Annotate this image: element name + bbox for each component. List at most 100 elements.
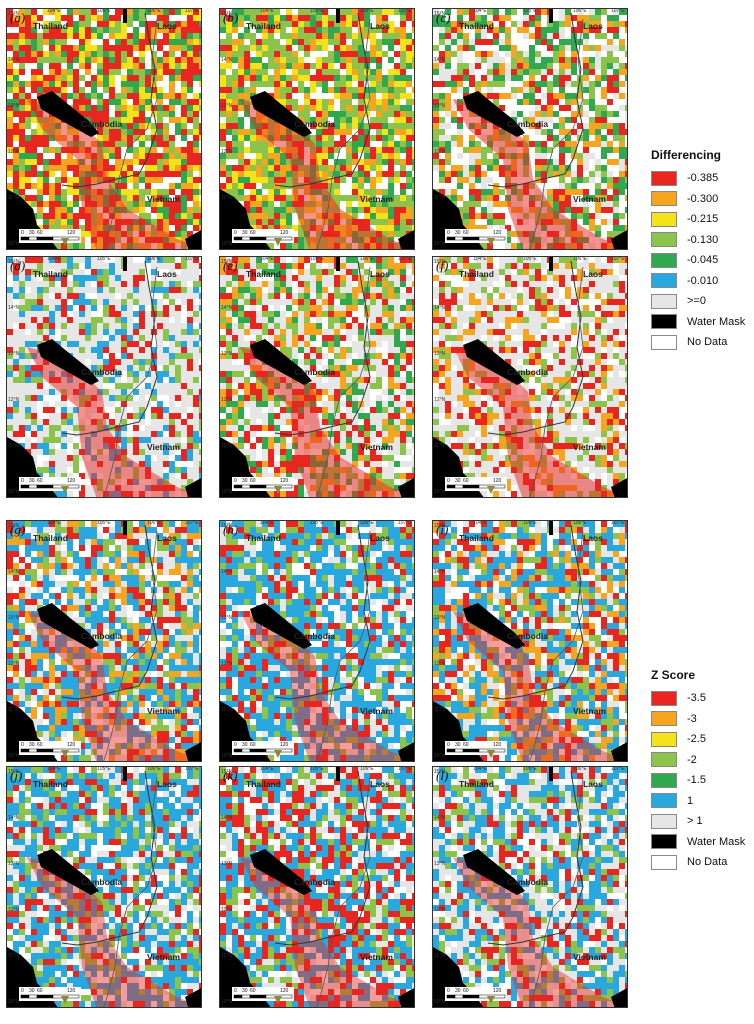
legend-swatch: [651, 232, 677, 248]
country-label-thailand: Thailand: [459, 533, 494, 543]
scale-tick: 120: [67, 478, 76, 484]
country-label-laos: Laos: [583, 533, 603, 543]
scale-tick: 0: [234, 988, 237, 994]
legend-item: -0.215: [651, 209, 745, 230]
legend-item: >=0: [651, 291, 745, 312]
scale-tick: 60: [463, 230, 469, 236]
map-raster: [433, 257, 627, 497]
country-label-thailand: Thailand: [33, 779, 68, 789]
scale-tick: 0: [21, 988, 24, 994]
longitude-tick: 104°E: [47, 520, 61, 526]
longitude-tick: 106°E: [573, 766, 587, 772]
latitude-tick: 10°N: [8, 753, 20, 759]
scale-bar: 0 30 60 120: [445, 987, 507, 1001]
latitude-tick: 15°N: [221, 523, 233, 529]
longitude-tick: 106°E: [360, 8, 374, 14]
longitude-tick: 104°E: [260, 256, 274, 262]
longitude-tick: 107°E: [398, 256, 412, 262]
legend-swatch: [651, 314, 677, 330]
country-label-vietnam: Vietnam: [573, 952, 606, 962]
latitude-tick: 11°N: [8, 953, 19, 959]
scale-tick: 0: [447, 988, 450, 994]
legend-title: Differencing: [651, 148, 722, 162]
longitude-tick: 104°E: [473, 766, 487, 772]
country-label-thailand: Thailand: [33, 533, 68, 543]
latitude-tick: 10°N: [434, 489, 446, 495]
scale-bar: 0 30 60 120: [232, 741, 294, 755]
scale-tick: 60: [37, 478, 43, 484]
country-label-vietnam: Vietnam: [360, 706, 393, 716]
map-panel: (g) Thailand Laos Cambodia Vietnam 104°E 105°E…: [6, 520, 202, 762]
scale-tick: 120: [280, 988, 289, 994]
scale-bar: 0 30 60 120: [445, 477, 507, 491]
longitude-tick: 104°E: [260, 766, 274, 772]
legend-item: -0.010: [651, 271, 745, 292]
legend-swatch: [651, 731, 677, 747]
latitude-tick: 10°N: [434, 999, 446, 1005]
country-label-vietnam: Vietnam: [147, 706, 180, 716]
longitude-tick: 107°E: [611, 8, 625, 14]
latitude-tick: 14°N: [8, 57, 20, 63]
north-arrow-icon: [274, 996, 282, 1004]
latitude-tick: 15°N: [221, 769, 233, 775]
scale-tick: 120: [493, 988, 502, 994]
scale-tick: 60: [250, 988, 256, 994]
legend-item: 1: [651, 791, 745, 812]
legend-item: -3.5: [651, 688, 745, 709]
latitude-tick: 13°N: [434, 615, 446, 621]
latitude-tick: 10°N: [434, 753, 446, 759]
longitude-tick: 105°E: [310, 766, 324, 772]
country-label-thailand: Thailand: [459, 269, 494, 279]
country-label-vietnam: Vietnam: [147, 952, 180, 962]
latitude-tick: 11°N: [221, 707, 232, 713]
legend-label: -1.5: [687, 774, 706, 787]
north-arrow-icon: [61, 996, 69, 1004]
latitude-tick: 15°N: [434, 769, 446, 775]
legend-label: No Data: [687, 856, 728, 869]
latitude-tick: 13°N: [434, 103, 446, 109]
legend-label: -0.045: [687, 254, 719, 267]
scale-tick: 0: [447, 742, 450, 748]
latitude-tick: 13°N: [8, 351, 20, 357]
panel-label: (f): [436, 258, 449, 273]
panel-label: (b): [223, 10, 239, 25]
latitude-tick: 12°N: [8, 397, 20, 403]
latitude-tick: 14°N: [8, 569, 20, 575]
latitude-tick: 15°N: [8, 259, 20, 265]
scale-bar: 0 30 60 120: [232, 477, 294, 491]
map-panel: (i) Thailand Laos Cambodia Vietnam 104°E 105°E…: [432, 520, 628, 762]
scale-tick: 30: [242, 988, 248, 994]
legend-item: -2.5: [651, 729, 745, 750]
latitude-tick: 14°N: [221, 569, 233, 575]
scale-tick: 0: [21, 742, 24, 748]
country-label-laos: Laos: [157, 533, 177, 543]
country-label-cambodia: Cambodia: [507, 631, 549, 641]
differencing-legend: Differencing -0.385 -0.300 -0.215 -0.130 -0.…: [651, 148, 745, 353]
legend-label: -0.010: [687, 274, 719, 287]
country-label-thailand: Thailand: [246, 269, 281, 279]
legend-swatch: [651, 252, 677, 268]
map-panel: (b) Thailand Laos Cambodia Vietnam 104°E 105°E…: [219, 8, 415, 250]
latitude-tick: 11°N: [434, 707, 445, 713]
scale-tick: 60: [250, 742, 256, 748]
latitude-tick: 10°N: [434, 241, 446, 247]
legend-swatch: [651, 854, 677, 870]
legend-label: >=0: [687, 295, 706, 308]
scale-bar: 0 30 60 120: [445, 229, 507, 243]
scale-tick: 0: [21, 230, 24, 236]
map-panel: (l) Thailand Laos Cambodia Vietnam 104°E 105°E…: [432, 766, 628, 1008]
latitude-tick: 14°N: [221, 305, 233, 311]
legend-label: -0.300: [687, 192, 719, 205]
longitude-tick: 104°E: [260, 8, 274, 14]
scale-tick: 120: [280, 478, 289, 484]
latitude-tick: 14°N: [221, 57, 233, 63]
legend-item: -1.5: [651, 770, 745, 791]
legend-label: > 1: [687, 815, 703, 828]
scale-tick: 0: [21, 478, 24, 484]
longitude-tick: 106°E: [573, 256, 587, 262]
longitude-tick: 104°E: [260, 520, 274, 526]
latitude-tick: 13°N: [434, 351, 446, 357]
north-arrow-icon: [487, 486, 495, 494]
longitude-tick: 106°E: [147, 256, 161, 262]
country-label-laos: Laos: [157, 269, 177, 279]
